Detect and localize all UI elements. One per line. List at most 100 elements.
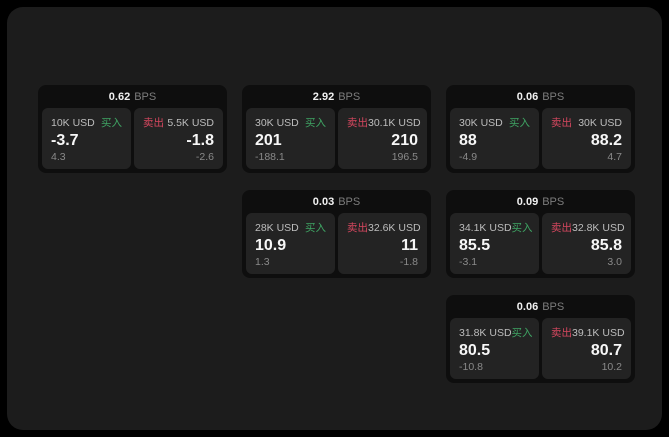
quote-card: 0.06 BPS 31.8K USD 买入 80.5 -10.8 卖 <box>446 295 635 383</box>
buy-sell-panels: 30K USD 买入 201 -188.1 卖出 30.1K USD 210 1… <box>246 108 427 169</box>
buy-amount: 10K USD <box>51 116 95 129</box>
sell-panel[interactable]: 卖出 32.6K USD 11 -1.8 <box>338 213 427 274</box>
sell-price: 80.7 <box>590 341 622 359</box>
buy-price: 10.9 <box>255 236 287 254</box>
buy-sell-panels: 28K USD 买入 10.9 1.3 卖出 32.6K USD 11 -1.8 <box>246 213 427 274</box>
sell-price: 11 <box>401 236 418 254</box>
bps-unit-label: BPS <box>542 91 565 103</box>
card-header: 0.06 BPS <box>450 89 631 106</box>
buy-side-label: 买入 <box>509 117 530 129</box>
buy-side-label: 买入 <box>511 327 533 339</box>
buy-sell-panels: 10K USD 买入 -3.7 4.3 卖出 5.5K USD -1.8 -2.… <box>42 108 223 169</box>
sell-price: 210 <box>391 131 418 149</box>
buy-side-label: 买入 <box>305 117 326 129</box>
buy-panel[interactable]: 10K USD 买入 -3.7 4.3 <box>42 108 131 169</box>
quote-card: 0.09 BPS 34.1K USD 买入 85.5 -3.1 卖出 <box>446 190 635 278</box>
sell-top-row: 卖出 30.1K USD <box>347 115 421 130</box>
sell-amount: 32.8K USD <box>572 221 625 234</box>
buy-delta: 1.3 <box>255 256 270 268</box>
bps-value: 0.03 <box>312 196 335 208</box>
buy-sell-panels: 34.1K USD 买入 85.5 -3.1 卖出 32.8K USD 85.8… <box>450 213 631 274</box>
buy-panel[interactable]: 34.1K USD 买入 85.5 -3.1 <box>450 213 539 274</box>
sell-amount: 30.1K USD <box>368 116 421 129</box>
buy-panel[interactable]: 30K USD 买入 201 -188.1 <box>246 108 335 169</box>
buy-top-row: 30K USD 买入 <box>255 115 326 130</box>
bps-unit-label: BPS <box>542 301 565 313</box>
card-header: 0.03 BPS <box>246 194 427 211</box>
bps-value: 0.09 <box>516 196 539 208</box>
buy-price: 85.5 <box>459 236 491 254</box>
sell-amount: 5.5K USD <box>167 116 214 129</box>
quote-card: 0.62 BPS 10K USD 买入 -3.7 4.3 卖出 <box>38 85 227 173</box>
sell-delta: -1.8 <box>399 256 418 268</box>
cards-grid: 0.62 BPS 10K USD 买入 -3.7 4.3 卖出 <box>38 85 635 383</box>
buy-delta: 4.3 <box>51 151 66 163</box>
sell-top-row: 卖出 30K USD <box>551 115 622 130</box>
sell-amount: 32.6K USD <box>368 221 421 234</box>
sell-side-label: 卖出 <box>551 117 572 129</box>
bps-value: 2.92 <box>312 91 335 103</box>
sell-delta: -2.6 <box>195 151 214 163</box>
buy-panel[interactable]: 28K USD 买入 10.9 1.3 <box>246 213 335 274</box>
sell-delta: 196.5 <box>391 151 418 163</box>
buy-delta: -10.8 <box>459 361 483 373</box>
buy-delta: -188.1 <box>255 151 285 163</box>
buy-price: -3.7 <box>51 131 79 149</box>
sell-side-label: 卖出 <box>347 117 368 129</box>
buy-amount: 28K USD <box>255 221 299 234</box>
bps-value: 0.62 <box>108 91 131 103</box>
buy-side-label: 买入 <box>305 222 326 234</box>
buy-price: 201 <box>255 131 282 149</box>
sell-delta: 10.2 <box>601 361 622 373</box>
buy-top-row: 31.8K USD 买入 <box>459 325 533 340</box>
buy-delta: -4.9 <box>459 151 478 163</box>
buy-top-row: 28K USD 买入 <box>255 220 326 235</box>
main-panel: 0.62 BPS 10K USD 买入 -3.7 4.3 卖出 <box>7 7 662 430</box>
buy-sell-panels: 30K USD 买入 88 -4.9 卖出 30K USD 88.2 4.7 <box>450 108 631 169</box>
sell-panel[interactable]: 卖出 5.5K USD -1.8 -2.6 <box>134 108 223 169</box>
bps-value: 0.06 <box>516 301 539 313</box>
sell-side-label: 卖出 <box>551 222 572 234</box>
sell-panel[interactable]: 卖出 30K USD 88.2 4.7 <box>542 108 631 169</box>
card-header: 0.06 BPS <box>450 299 631 316</box>
bps-value: 0.06 <box>516 91 539 103</box>
buy-side-label: 买入 <box>101 117 122 129</box>
buy-delta: -3.1 <box>459 256 478 268</box>
buy-sell-panels: 31.8K USD 买入 80.5 -10.8 卖出 39.1K USD 80.… <box>450 318 631 379</box>
sell-price: 88.2 <box>590 131 622 149</box>
sell-side-label: 卖出 <box>347 222 368 234</box>
sell-top-row: 卖出 32.6K USD <box>347 220 421 235</box>
bps-unit-label: BPS <box>134 91 157 103</box>
sell-price: 85.8 <box>590 236 622 254</box>
sell-side-label: 卖出 <box>143 117 164 129</box>
buy-top-row: 30K USD 买入 <box>459 115 530 130</box>
card-header: 0.09 BPS <box>450 194 631 211</box>
sell-amount: 30K USD <box>578 116 622 129</box>
buy-amount: 30K USD <box>255 116 299 129</box>
sell-side-label: 卖出 <box>551 327 572 339</box>
buy-top-row: 10K USD 买入 <box>51 115 122 130</box>
sell-amount: 39.1K USD <box>572 326 625 339</box>
sell-top-row: 卖出 5.5K USD <box>143 115 214 130</box>
buy-panel[interactable]: 31.8K USD 买入 80.5 -10.8 <box>450 318 539 379</box>
bps-unit-label: BPS <box>338 196 361 208</box>
bps-unit-label: BPS <box>338 91 361 103</box>
sell-delta: 4.7 <box>607 151 622 163</box>
sell-top-row: 卖出 32.8K USD <box>551 220 625 235</box>
sell-panel[interactable]: 卖出 30.1K USD 210 196.5 <box>338 108 427 169</box>
buy-top-row: 34.1K USD 买入 <box>459 220 533 235</box>
sell-top-row: 卖出 39.1K USD <box>551 325 625 340</box>
sell-panel[interactable]: 卖出 32.8K USD 85.8 3.0 <box>542 213 631 274</box>
quote-card: 0.03 BPS 28K USD 买入 10.9 1.3 卖出 <box>242 190 431 278</box>
buy-amount: 30K USD <box>459 116 503 129</box>
sell-panel[interactable]: 卖出 39.1K USD 80.7 10.2 <box>542 318 631 379</box>
sell-delta: 3.0 <box>607 256 622 268</box>
quote-card: 2.92 BPS 30K USD 买入 201 -188.1 卖出 <box>242 85 431 173</box>
buy-price: 80.5 <box>459 341 491 359</box>
buy-amount: 31.8K USD <box>459 326 512 339</box>
quote-card: 0.06 BPS 30K USD 买入 88 -4.9 卖出 <box>446 85 635 173</box>
buy-side-label: 买入 <box>511 222 533 234</box>
buy-panel[interactable]: 30K USD 买入 88 -4.9 <box>450 108 539 169</box>
buy-amount: 34.1K USD <box>459 221 512 234</box>
